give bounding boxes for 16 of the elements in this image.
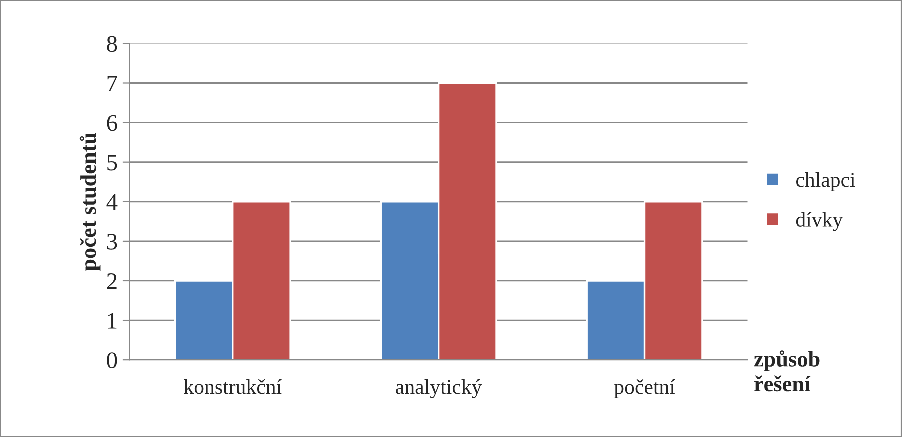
y-tick-label: 4	[106, 194, 118, 210]
y-tick-label: 8	[107, 36, 118, 52]
x-tick-label: početní	[614, 380, 676, 398]
y-tick-label: 0	[107, 352, 118, 369]
y-tick-label: 6	[107, 115, 118, 132]
legend-label: dívky	[796, 212, 844, 232]
y-tick-label: 2	[107, 274, 117, 290]
y-axis-title: počet studentů	[80, 133, 101, 272]
y-tick-label: 1	[108, 313, 117, 329]
x-axis-title: způsob řešení	[754, 350, 820, 392]
legend-label: chlapci	[796, 172, 856, 192]
y-tick-label: 3	[107, 234, 118, 250]
y-tick-label: 5	[108, 155, 118, 171]
x-tick-label: konstrukční	[184, 379, 282, 394]
y-tick-label: 7	[108, 76, 118, 92]
x-tick-label: analytický	[396, 380, 482, 399]
